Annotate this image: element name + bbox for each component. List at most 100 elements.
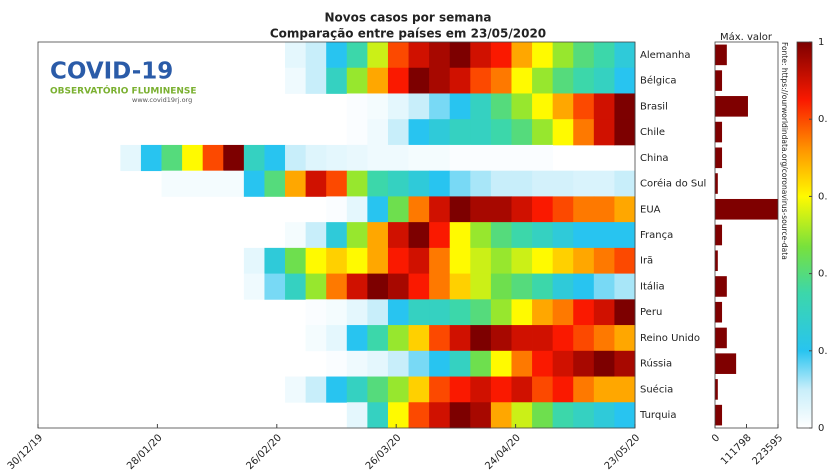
heat-cell bbox=[367, 350, 389, 377]
heat-cell bbox=[449, 93, 471, 120]
heat-cell bbox=[593, 350, 615, 377]
heat-cell bbox=[285, 222, 307, 249]
heat-cell bbox=[161, 144, 183, 172]
heat-cell bbox=[470, 119, 492, 146]
heat-cell bbox=[449, 119, 471, 146]
heat-cell bbox=[573, 196, 595, 223]
heat-cell bbox=[614, 42, 636, 69]
heat-cell bbox=[346, 299, 368, 326]
heat-cell bbox=[511, 350, 533, 377]
heat-cell bbox=[264, 144, 286, 172]
bar bbox=[715, 198, 778, 220]
heat-cell bbox=[202, 144, 224, 172]
heat-cell bbox=[346, 402, 368, 429]
heat-cell bbox=[161, 170, 183, 197]
heat-cell bbox=[532, 93, 554, 120]
logo-subtitle: OBSERVATÓRIO FLUMINENSE bbox=[50, 85, 197, 97]
heat-cell bbox=[305, 247, 327, 274]
heat-cell bbox=[490, 93, 512, 120]
heat-cell bbox=[223, 170, 245, 197]
heat-cell bbox=[326, 196, 348, 223]
heat-cell bbox=[490, 67, 512, 94]
heat-cell bbox=[346, 247, 368, 274]
heat-cell bbox=[573, 350, 595, 377]
heat-cell bbox=[326, 144, 348, 172]
heat-cell bbox=[243, 144, 265, 172]
heat-cell bbox=[408, 222, 430, 249]
heat-cell bbox=[593, 325, 615, 352]
heat-cell bbox=[449, 42, 471, 69]
heat-cell bbox=[285, 170, 307, 197]
heat-cell bbox=[532, 222, 554, 249]
heat-cell bbox=[532, 144, 554, 172]
heat-cell bbox=[408, 402, 430, 429]
plot-frame bbox=[37, 41, 636, 429]
heat-cell bbox=[367, 170, 389, 197]
heat-cell bbox=[387, 42, 409, 69]
heat-cell bbox=[511, 67, 533, 94]
heat-cell bbox=[429, 93, 451, 120]
heat-cell bbox=[552, 376, 574, 403]
heat-cell bbox=[182, 170, 204, 197]
heat-cell bbox=[490, 196, 512, 223]
heat-cell bbox=[532, 402, 554, 429]
heat-cell bbox=[490, 144, 512, 172]
heat-cell bbox=[387, 247, 409, 274]
heat-cell bbox=[429, 42, 451, 69]
heat-cell bbox=[387, 325, 409, 352]
heat-cell bbox=[449, 144, 471, 172]
heat-cell bbox=[532, 119, 554, 146]
heat-cell bbox=[470, 42, 492, 69]
heat-cell bbox=[552, 350, 574, 377]
heat-cell bbox=[532, 247, 554, 274]
heat-cell bbox=[305, 376, 327, 403]
heat-cell bbox=[470, 144, 492, 172]
heat-cell bbox=[614, 325, 636, 352]
heat-cell bbox=[449, 222, 471, 249]
heat-cell bbox=[326, 222, 348, 249]
heat-cell bbox=[511, 196, 533, 223]
heat-cell bbox=[614, 119, 636, 146]
heat-cell bbox=[326, 376, 348, 403]
colorbar-tick-label: 0 bbox=[818, 423, 824, 434]
heat-cell bbox=[532, 67, 554, 94]
heat-cell bbox=[511, 144, 533, 172]
logo-url: www.covid19rj.org bbox=[132, 96, 192, 104]
heat-cell bbox=[408, 67, 430, 94]
heat-cell bbox=[511, 119, 533, 146]
heat-cell bbox=[346, 350, 368, 377]
heat-cell bbox=[305, 273, 327, 300]
row-label: Suécia bbox=[640, 383, 673, 395]
heat-cell bbox=[367, 144, 389, 172]
heat-cell bbox=[490, 273, 512, 300]
heat-cell bbox=[449, 196, 471, 223]
heat-cell bbox=[367, 196, 389, 223]
heat-cell bbox=[449, 350, 471, 377]
heat-cell bbox=[614, 402, 636, 429]
heat-cell bbox=[511, 402, 533, 429]
row-label: Reino Unido bbox=[640, 333, 700, 344]
colorbar-tick-label: 0. bbox=[818, 346, 827, 357]
heat-cell bbox=[511, 93, 533, 120]
heat-cell bbox=[346, 93, 368, 120]
heat-cell bbox=[532, 42, 554, 69]
heat-cell bbox=[490, 222, 512, 249]
heat-cell bbox=[326, 67, 348, 94]
row-label: Brasil bbox=[640, 101, 668, 112]
colorbar-tick-label: 1 bbox=[818, 37, 824, 48]
heat-cell bbox=[387, 222, 409, 249]
heat-cell bbox=[429, 222, 451, 249]
heat-cell bbox=[593, 376, 615, 403]
heat-cell bbox=[408, 376, 430, 403]
heat-cell bbox=[470, 67, 492, 94]
heat-cell bbox=[614, 170, 636, 197]
heat-cell bbox=[326, 42, 348, 69]
heat-cell bbox=[429, 67, 451, 94]
heat-cell bbox=[326, 273, 348, 300]
heat-cell bbox=[511, 222, 533, 249]
heat-cell bbox=[346, 170, 368, 197]
heat-cell bbox=[408, 299, 430, 326]
heat-cell bbox=[326, 170, 348, 197]
heat-cell bbox=[285, 376, 307, 403]
heat-cell bbox=[573, 325, 595, 352]
